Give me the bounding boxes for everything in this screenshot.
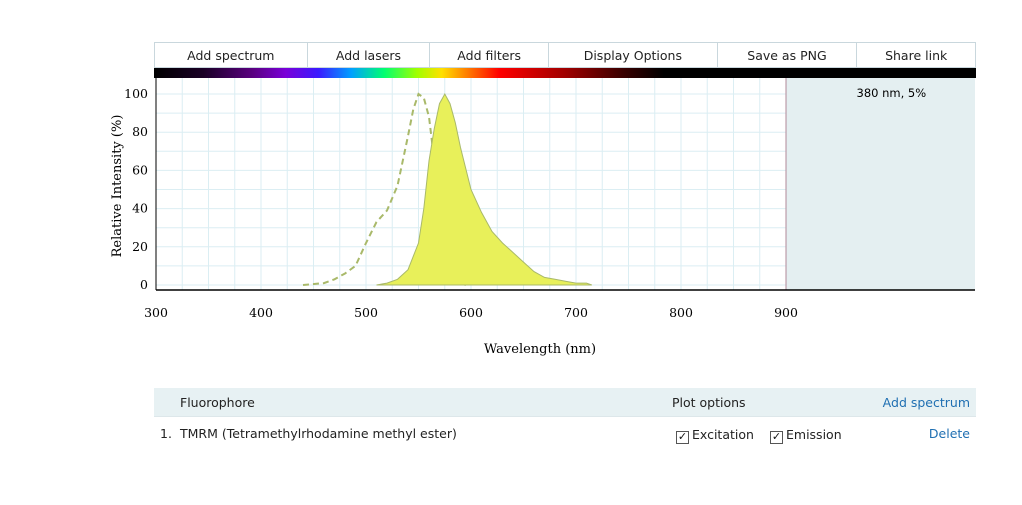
toolbar: Add spectrum Add lasers Add filters Disp… bbox=[154, 42, 976, 68]
add-spectrum-button[interactable]: Add spectrum bbox=[155, 43, 308, 67]
laser-shaded-area bbox=[786, 78, 975, 290]
x-tick-label: 500 bbox=[354, 305, 378, 320]
series-layer bbox=[302, 92, 592, 286]
y-tick-label: 40 bbox=[132, 201, 148, 216]
add-spectrum-link[interactable]: Add spectrum bbox=[882, 394, 970, 410]
y-tick-label: 80 bbox=[132, 124, 148, 139]
emission-area bbox=[376, 92, 592, 286]
spectrum-chart: 300 400 500 600 700 800 900 0 20 40 60 80 100 Wavel… bbox=[110, 78, 975, 357]
x-tick-label: 300 bbox=[144, 305, 168, 320]
axes bbox=[155, 78, 975, 291]
header-fluorophore: Fluorophore bbox=[180, 394, 255, 410]
excitation-label: Excitation bbox=[692, 427, 754, 442]
emission-label: Emission bbox=[786, 427, 842, 442]
table-header: Fluorophore Plot options Add spectrum bbox=[154, 388, 976, 416]
x-tick-label: 600 bbox=[459, 305, 483, 320]
excitation-option: ✓ Excitation bbox=[676, 427, 754, 444]
header-plot-options: Plot options bbox=[672, 394, 746, 410]
add-lasers-button[interactable]: Add lasers bbox=[308, 43, 431, 67]
x-tick-labels: 300 400 500 600 700 800 900 bbox=[144, 305, 798, 320]
x-tick-label: 700 bbox=[564, 305, 588, 320]
y-tick-label: 60 bbox=[132, 162, 148, 177]
x-axis-label: Wavelength (nm) bbox=[484, 342, 596, 357]
table-row: 1. TMRM (Tetramethylrhodamine methyl est… bbox=[154, 416, 976, 449]
y-tick-label: 100 bbox=[124, 86, 148, 101]
row-index: 1. bbox=[160, 425, 172, 441]
y-tick-label: 0 bbox=[140, 277, 148, 292]
shaded-region bbox=[785, 78, 975, 290]
x-tick-label: 400 bbox=[249, 305, 273, 320]
fluorophore-table: Fluorophore Plot options Add spectrum 1.… bbox=[154, 388, 976, 449]
y-tick-label: 20 bbox=[132, 239, 148, 254]
emission-checkbox[interactable]: ✓ bbox=[770, 430, 783, 444]
add-filters-button[interactable]: Add filters bbox=[430, 43, 550, 67]
save-as-png-button[interactable]: Save as PNG bbox=[718, 43, 858, 67]
y-tick-labels: 0 20 40 60 80 100 bbox=[124, 86, 148, 292]
y-axis-label: Relative Intensity (%) bbox=[110, 115, 125, 258]
display-options-button[interactable]: Display Options bbox=[549, 43, 718, 67]
x-tick-label: 900 bbox=[774, 305, 798, 320]
share-link-button[interactable]: Share link bbox=[885, 47, 948, 63]
spectrum-color-bar bbox=[154, 68, 976, 78]
laser-annotation: 380 nm, 5% bbox=[857, 86, 927, 100]
excitation-checkbox[interactable]: ✓ bbox=[676, 430, 689, 444]
fluorophore-name: TMRM (Tetramethylrhodamine methyl ester) bbox=[180, 425, 457, 441]
x-tick-label: 800 bbox=[669, 305, 693, 320]
emission-option: ✓ Emission bbox=[770, 427, 842, 444]
delete-link[interactable]: Delete bbox=[928, 425, 970, 441]
